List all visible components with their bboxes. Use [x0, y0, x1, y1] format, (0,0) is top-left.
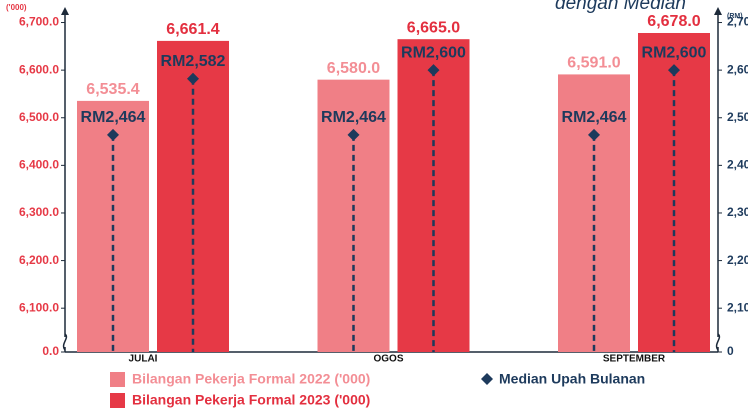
median-marker: [427, 64, 440, 77]
median-marker: [107, 128, 119, 141]
x-tick-label: OGOS: [373, 354, 403, 365]
y2-axis-label: (RM): [727, 13, 743, 20]
y2-tick-label: 2,200: [727, 253, 748, 267]
y-tick-label: 6,500.0: [19, 110, 59, 124]
y-tick-label: 6,700.0: [19, 15, 59, 29]
y-tick-label: 6,300.0: [19, 205, 59, 219]
y2-tick-label: 2,600: [727, 62, 748, 76]
y2-tick-label: 2,100: [727, 300, 748, 314]
y2-tick-label: 0: [727, 344, 734, 358]
median-label: RM2,600: [642, 44, 707, 61]
y-tick-label: 6,200.0: [19, 253, 59, 267]
median-marker: [187, 72, 199, 85]
y2-tick-label: 2,300: [727, 205, 748, 219]
median-label: RM2,464: [81, 109, 146, 126]
legend-swatch: [110, 372, 125, 387]
bar-value-label: 6,678.0: [647, 13, 700, 30]
legend-label: Median Upah Bulanan: [499, 371, 645, 387]
legend-label: Bilangan Pekerja Formal 2022 ('000): [132, 371, 370, 387]
y-axis-arrow: [61, 7, 69, 15]
y2-tick-label: 2,700: [727, 15, 748, 29]
axis-break: [62, 333, 68, 351]
y-tick-label: 6,400.0: [19, 158, 59, 172]
y2-axis-arrow: [714, 7, 722, 15]
median-marker: [668, 64, 680, 77]
median-marker: [588, 128, 600, 141]
axis-break: [715, 333, 721, 351]
legend-swatch: [110, 393, 125, 408]
median-label: RM2,464: [562, 109, 627, 126]
bar: [157, 40, 229, 352]
median-label: RM2,600: [401, 44, 466, 61]
y2-tick-label: 2,500: [727, 110, 748, 124]
median-label: RM2,582: [161, 53, 226, 70]
bar-value-label: 6,661.4: [166, 21, 219, 38]
x-tick-label: JULAI: [129, 354, 158, 365]
subtitle: dengan Median: [555, 0, 686, 14]
legend-marker: [481, 373, 493, 385]
x-tick-label: SEPTEMBER: [603, 354, 666, 365]
median-marker: [347, 128, 360, 141]
y-tick-label: 6,100.0: [19, 300, 59, 314]
legend-label: Bilangan Pekerja Formal 2023 ('000): [132, 392, 370, 408]
bar-value-label: 6,591.0: [567, 55, 620, 72]
bar-value-label: 6,665.0: [407, 19, 460, 36]
y-tick-label: 0.0: [42, 344, 59, 358]
y-tick-label: 6,600.0: [19, 62, 59, 76]
y-axis-label: ('000): [6, 3, 27, 12]
bar-value-label: 6,535.4: [86, 81, 139, 98]
median-label: RM2,464: [321, 109, 386, 126]
y2-tick-label: 2,400: [727, 158, 748, 172]
bar-value-label: 6,580.0: [327, 60, 380, 77]
